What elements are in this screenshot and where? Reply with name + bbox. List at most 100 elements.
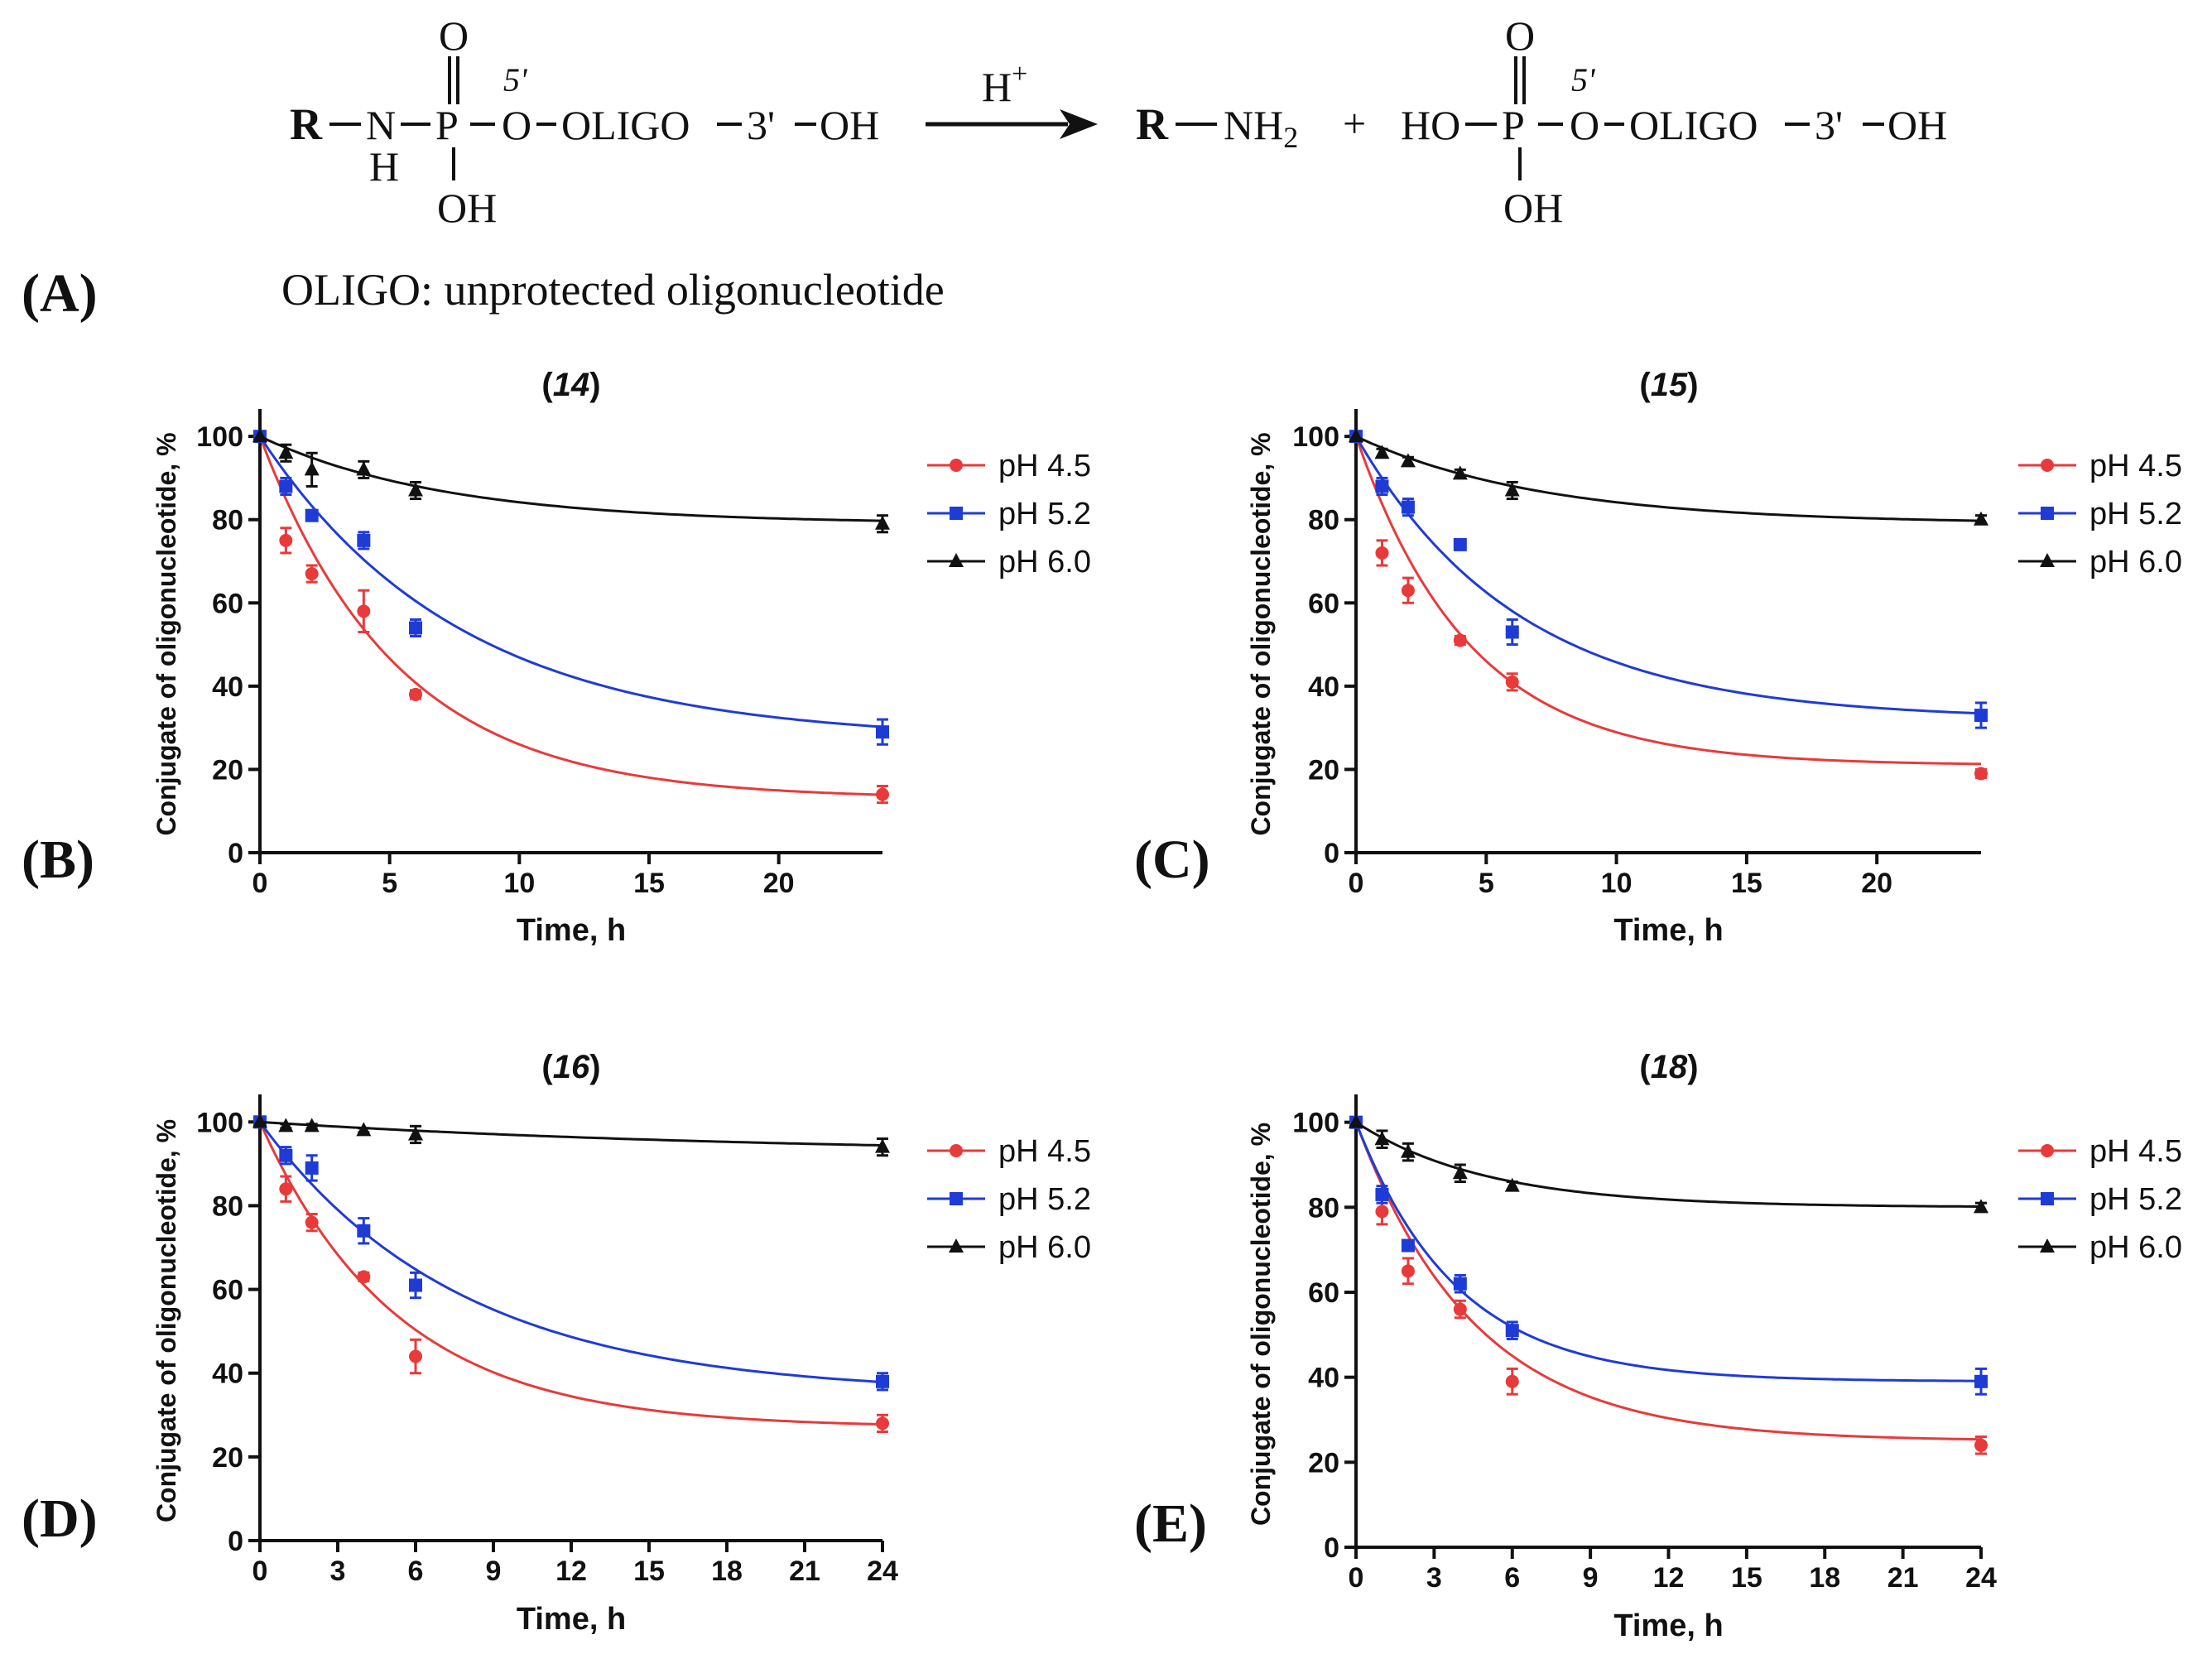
- x-tick-label: 21: [1887, 1562, 1919, 1594]
- x-tick-label: 3: [330, 1556, 346, 1587]
- y-tick-label: 40: [1308, 671, 1339, 703]
- y-tick-label: 100: [196, 421, 243, 453]
- plus-sign: +: [1343, 100, 1366, 147]
- legend-marker: [2041, 1144, 2054, 1157]
- product-three-prime: 3': [1815, 102, 1843, 148]
- x-tick-label: 6: [408, 1556, 424, 1587]
- data-point: [1453, 633, 1467, 647]
- data-point: [1974, 767, 1988, 781]
- x-tick-label: 12: [555, 1556, 587, 1587]
- x-tick-label: 20: [763, 868, 795, 899]
- x-tick-label: 24: [1965, 1562, 1997, 1594]
- y-tick-label: 80: [1308, 505, 1339, 536]
- data-point: [1375, 1205, 1389, 1219]
- reaction-scheme: R N H P O OH 5' O OLIGO 3' OH H+ R NH2 +…: [22, 12, 1947, 324]
- data-point: [1505, 625, 1519, 639]
- y-tick-label: 0: [1324, 1532, 1339, 1564]
- series-ph-5-2: [253, 1115, 889, 1392]
- y-tick-label: 60: [212, 1275, 243, 1306]
- data-point: [305, 567, 319, 581]
- y-tick-label: 0: [1324, 838, 1339, 869]
- data-point: [1401, 584, 1415, 598]
- legend-marker: [950, 1192, 963, 1205]
- y-tick-label: 80: [1308, 1192, 1339, 1224]
- series-ph-4-5: [253, 1115, 889, 1434]
- data-point: [1374, 1131, 1390, 1146]
- fit-curve: [259, 1120, 883, 1147]
- fit-curve: [259, 435, 883, 522]
- fit-curve: [258, 1121, 883, 1426]
- reactant-phosphorus: P: [435, 102, 459, 148]
- y-tick-label: 20: [212, 754, 243, 786]
- x-tick-label: 0: [252, 1556, 268, 1587]
- data-point: [305, 508, 319, 522]
- legend-marker: [2041, 1192, 2054, 1205]
- x-tick-label: 10: [503, 868, 535, 899]
- x-tick-label: 0: [252, 868, 268, 899]
- chart-panel-b: (14) 0 20 40 60 80 100 0 5 10 15 20 Time, h Conjugate…: [22, 367, 1091, 948]
- data-point: [1375, 1187, 1389, 1201]
- y-tick-label: 100: [196, 1107, 243, 1138]
- x-tick-label: 3: [1426, 1562, 1442, 1594]
- series-ph-4-5: [253, 430, 889, 805]
- legend-label: pH 6.0: [998, 545, 1091, 579]
- product-five-prime: 5': [1571, 61, 1596, 99]
- legend-marker: [2041, 507, 2054, 520]
- data-point: [1504, 482, 1520, 497]
- fit-curve: [258, 435, 883, 729]
- panel-label: (B): [22, 830, 94, 890]
- reactant-hydroxyl: OH: [437, 185, 497, 231]
- data-point: [1401, 1238, 1415, 1253]
- chart-panel-d: (16) 0 20 40 60 80 100 0 3 6 9 12 15 18 21 24 Time, h Con…: [22, 1049, 1091, 1637]
- x-tick-label: 9: [486, 1556, 502, 1587]
- x-tick-label: 18: [1809, 1562, 1840, 1594]
- chart-panel-e: (18) 0 20 40 60 80 100 0 3 6 9 12 15 18 21 24 Time, h Con…: [1134, 1049, 2182, 1643]
- product-oligo-phosphate: HO P O OH 5' O OLIGO 3' OH: [1401, 12, 1947, 231]
- legend-label: pH 4.5: [2089, 1134, 2182, 1169]
- legend-label: pH 6.0: [2089, 545, 2182, 579]
- product-oxo-oxygen: O: [1505, 12, 1535, 59]
- data-point: [409, 621, 422, 635]
- x-tick-label: 5: [1479, 868, 1494, 899]
- product-hydroxyl: OH: [1503, 185, 1563, 231]
- fit-curve: [1355, 1121, 1981, 1208]
- data-point: [1974, 1374, 1988, 1388]
- chart-panel-c: (15) 0 20 40 60 80 100 0 5 10 15 20 Time, h Conjugate…: [1134, 367, 2182, 948]
- fit-curve: [1355, 435, 1982, 522]
- data-point: [1375, 546, 1389, 560]
- x-tick-label: 20: [1861, 868, 1892, 899]
- y-tick-label: 20: [212, 1442, 243, 1474]
- y-tick-label: 20: [1308, 754, 1339, 786]
- series-ph-4-5: [1349, 430, 1988, 781]
- data-point: [1504, 1177, 1520, 1192]
- series-ph-5-2: [1349, 1115, 1988, 1396]
- y-tick-label: 100: [1292, 421, 1339, 453]
- series-ph-6-0: [252, 428, 890, 534]
- x-tick-label: 15: [633, 868, 665, 899]
- data-point: [1453, 1277, 1467, 1291]
- legend-label: pH 4.5: [998, 449, 1091, 483]
- reactant-link-oxygen: O: [502, 102, 531, 148]
- data-point: [252, 428, 267, 443]
- x-axis-label: Time, h: [1613, 1609, 1723, 1643]
- y-tick-label: 0: [228, 838, 243, 869]
- data-point: [1974, 709, 1988, 723]
- data-point: [1505, 1374, 1519, 1388]
- reaction-arrow-group: H+: [926, 59, 1098, 139]
- legend-label: pH 5.2: [2089, 1182, 2182, 1217]
- data-point: [409, 1278, 422, 1292]
- legend-marker: [2040, 1238, 2055, 1253]
- product-amine-label: NH2: [1224, 102, 1298, 154]
- data-point: [304, 461, 320, 476]
- fit-curve: [258, 435, 883, 796]
- fit-curve: [1354, 435, 1982, 715]
- data-point: [876, 1416, 889, 1431]
- data-point: [1505, 675, 1519, 689]
- data-point: [1401, 500, 1415, 514]
- data-point: [304, 1118, 320, 1132]
- x-tick-label: 6: [1504, 1562, 1520, 1594]
- data-point: [278, 1118, 294, 1132]
- data-point: [279, 479, 293, 493]
- data-point: [357, 604, 371, 618]
